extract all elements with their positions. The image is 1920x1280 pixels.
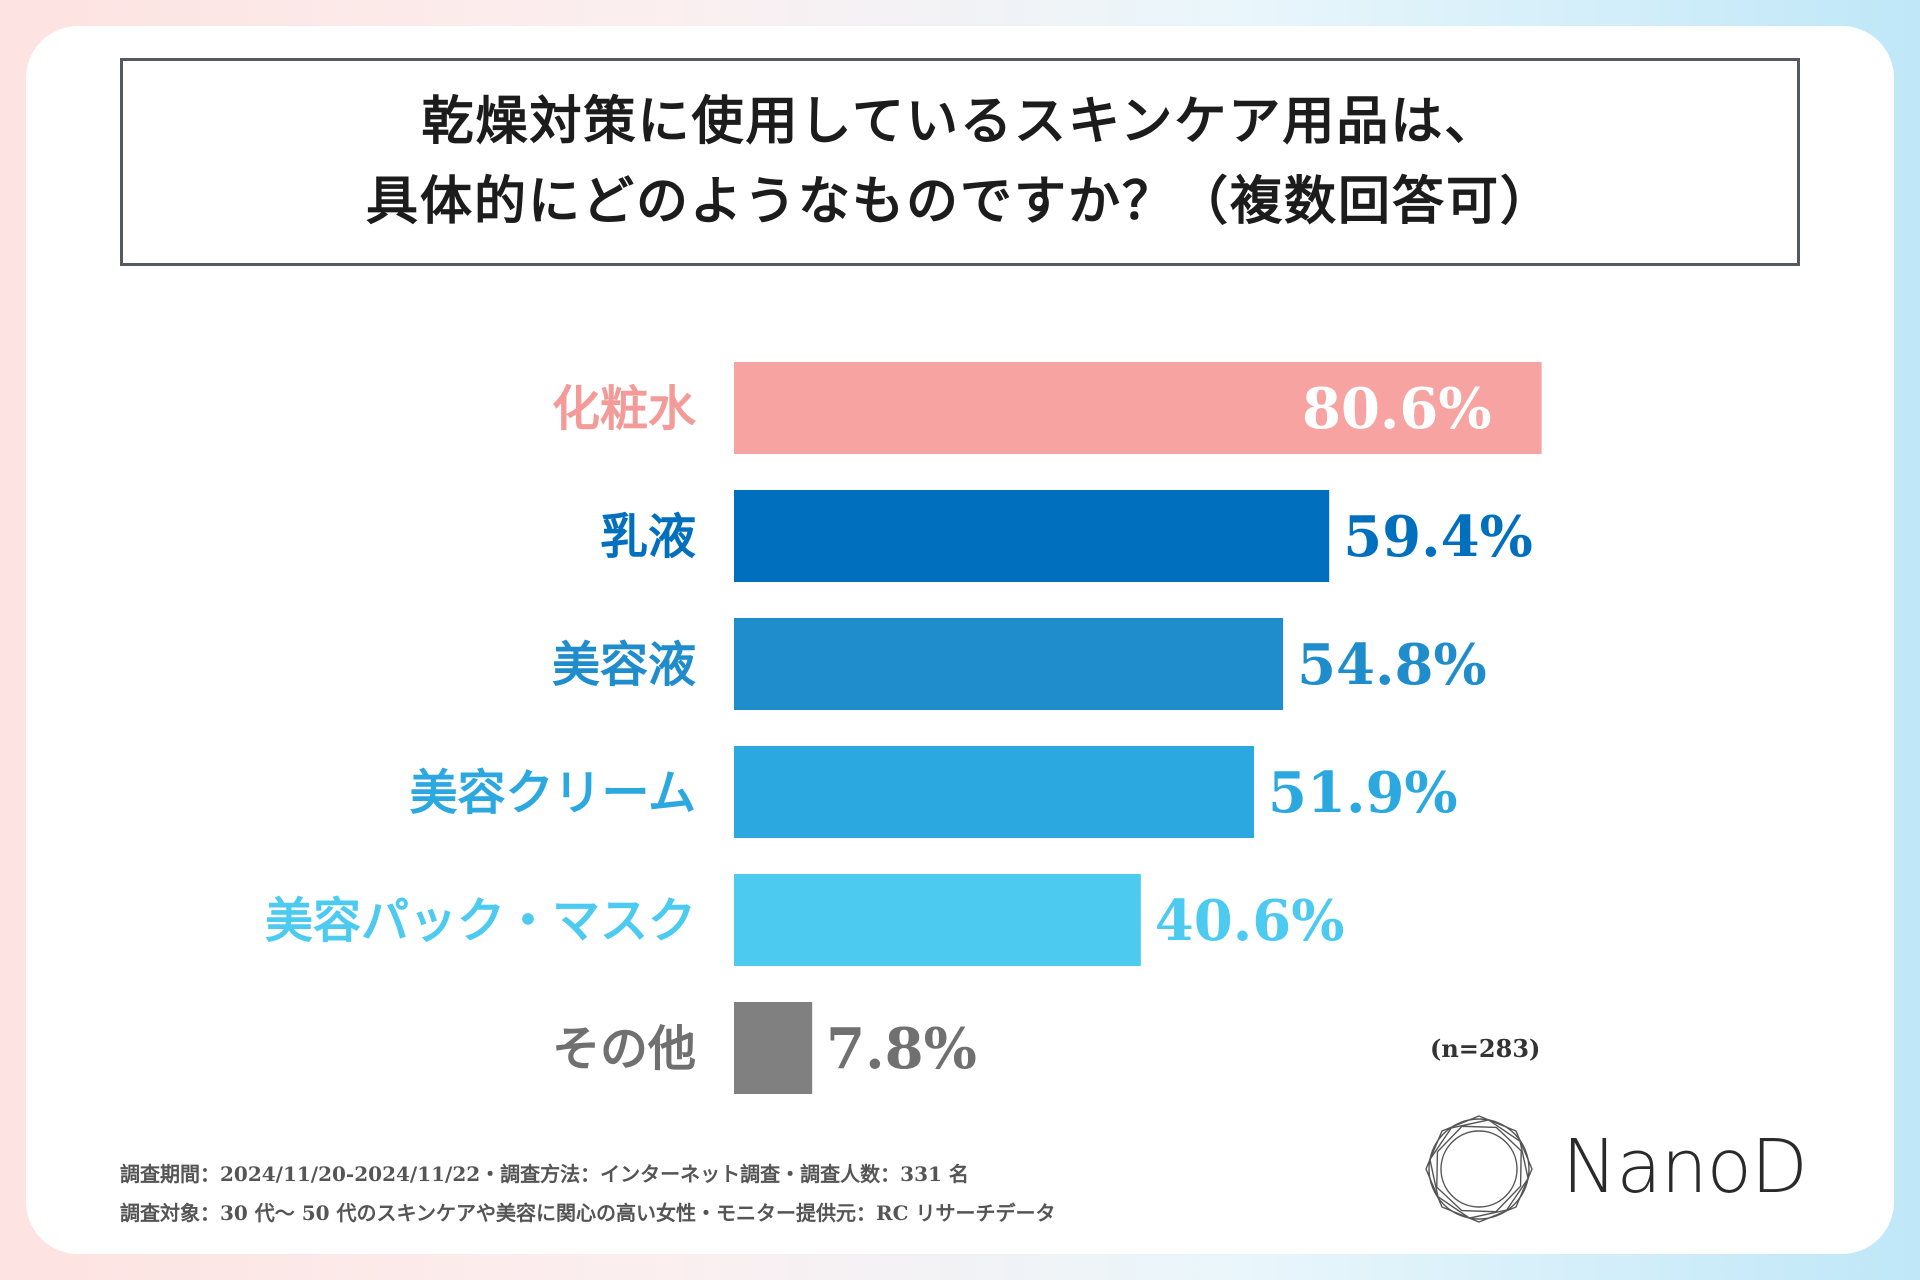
chart-title-line-1: 乾燥対策に使用しているスキンケア用品は、 [421, 91, 1499, 152]
category-label-3: 美容クリーム [409, 765, 696, 821]
category-label-1: 乳液 [600, 509, 696, 565]
chart-title-box: 乾燥対策に使用しているスキンケア用品は、 具体的にどのようなものですか？（複数回… [120, 58, 1800, 266]
value-label-2: 54.8% [1297, 632, 1487, 698]
bar-2 [734, 618, 1284, 710]
value-label-5: 7.8% [826, 1016, 977, 1082]
bar-0 [734, 362, 1542, 454]
category-label-2: 美容液 [552, 637, 696, 693]
survey-period-footnote: 調査期間：2024/11/20-2024/11/22・調査方法：インターネット調… [120, 1162, 969, 1186]
sample-size-label: (n=283) [1430, 1034, 1541, 1063]
bar-1 [734, 490, 1330, 582]
category-label-5: その他 [552, 1021, 696, 1077]
value-label-0: 80.6% [1302, 376, 1492, 442]
survey-target-footnote: 調査対象：30 代～ 50 代のスキンケアや美容に関心の高い女性・モニター提供元… [120, 1201, 1056, 1225]
value-label-4: 40.6% [1155, 888, 1345, 954]
category-label-4: 美容パック・マスク [265, 893, 696, 949]
bar-3 [734, 746, 1255, 838]
brand-logo: NanoD [1414, 1104, 1824, 1234]
value-label-3: 51.9% [1268, 760, 1458, 826]
value-label-1: 59.4% [1343, 504, 1533, 570]
logo-text: NanoD [1562, 1124, 1808, 1210]
bar-5 [734, 1002, 813, 1094]
chart-title-line-2: 具体的にどのようなものですか？（複数回答可） [365, 171, 1554, 232]
bar-4 [734, 874, 1141, 966]
diamond-logo-icon [1425, 1115, 1533, 1223]
category-label-0: 化粧水 [552, 381, 697, 437]
